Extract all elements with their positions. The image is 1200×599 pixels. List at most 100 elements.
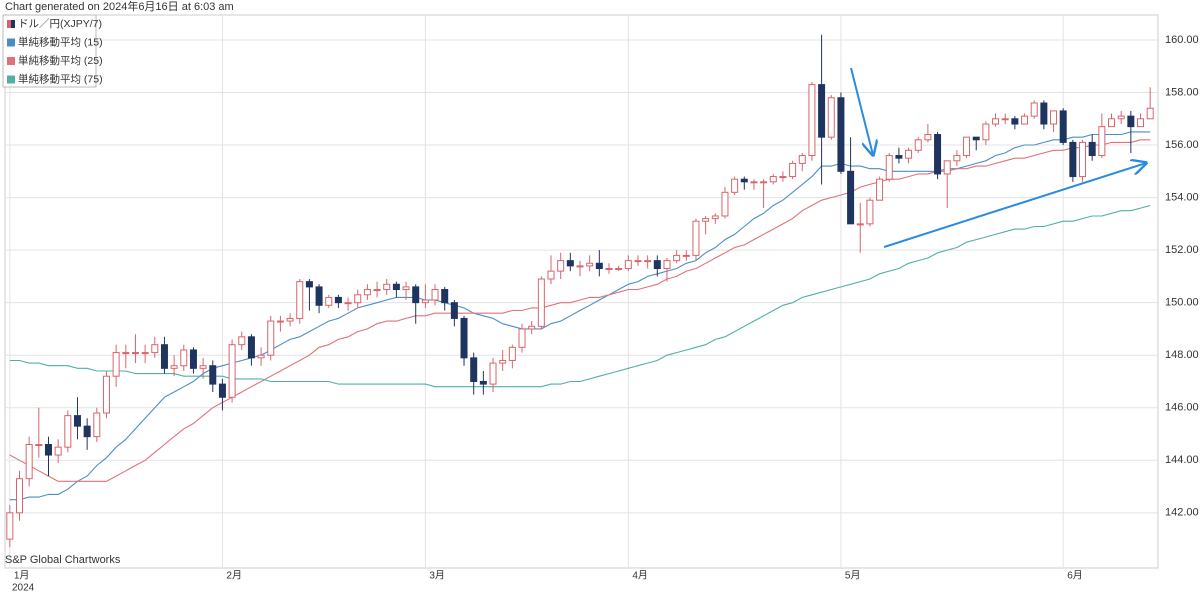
candle-body xyxy=(412,286,420,304)
candle-body xyxy=(731,178,739,193)
x-tick-label: 2月 xyxy=(226,570,242,582)
candle-body xyxy=(818,84,826,138)
candle-body xyxy=(905,149,913,159)
plot-frame xyxy=(4,14,1159,569)
candle-body xyxy=(93,412,101,438)
candle-body xyxy=(876,178,884,201)
candle-body xyxy=(634,260,642,263)
y-tick-label: 158.00 xyxy=(1165,86,1199,98)
candle-body xyxy=(479,380,487,385)
candle-body xyxy=(1117,115,1125,120)
candle-body xyxy=(354,294,362,304)
candle-body xyxy=(1011,118,1019,125)
legend-label: 単純移動平均 (25) xyxy=(18,54,103,67)
candle-body xyxy=(566,260,574,267)
legend-swatch xyxy=(7,38,15,47)
candle-body xyxy=(895,155,903,159)
candle-body xyxy=(209,365,217,385)
candle-body xyxy=(238,336,246,346)
candle-body xyxy=(257,354,265,359)
candle-body xyxy=(170,365,178,369)
candle-body xyxy=(160,344,168,369)
legend-swatch xyxy=(7,75,15,84)
candle-body xyxy=(151,344,159,354)
annotation-arrow xyxy=(883,163,1146,248)
candle-body xyxy=(653,260,661,270)
candle-body xyxy=(218,383,226,398)
y-tick-label: 148.00 xyxy=(1165,349,1199,361)
candle-body xyxy=(1137,118,1145,128)
candle-body xyxy=(305,281,313,288)
candle-body xyxy=(1069,141,1077,178)
candle-body xyxy=(789,162,797,178)
candle-body xyxy=(1079,141,1087,178)
candle-body xyxy=(1040,102,1048,125)
candle-body xyxy=(624,260,632,270)
candle-body xyxy=(44,444,52,456)
candle-body xyxy=(760,181,768,184)
candle-body xyxy=(721,191,729,217)
candle-body xyxy=(315,286,323,306)
candle-body xyxy=(537,278,545,327)
candle-body xyxy=(199,365,207,369)
candle-body xyxy=(431,289,439,301)
moving-average-line xyxy=(9,204,1151,388)
candle-body xyxy=(499,359,507,364)
y-tick-label: 152.00 xyxy=(1165,244,1199,256)
candle-body xyxy=(885,155,893,180)
legend-label: ドル／円(XJPY/7) xyxy=(18,18,102,30)
candle-body xyxy=(344,302,352,305)
candle-body xyxy=(595,262,603,270)
y-tick-label: 144.00 xyxy=(1165,454,1199,466)
year-label: 2024 xyxy=(12,583,35,594)
candle-body xyxy=(528,325,536,330)
moving-average-line xyxy=(9,139,1151,482)
candle-body xyxy=(750,181,758,184)
candle-body xyxy=(943,160,951,175)
x-tick-label: 1月 xyxy=(14,570,30,582)
legend-label: 単純移動平均 (15) xyxy=(18,35,103,48)
candle-body xyxy=(35,444,43,447)
candle-body xyxy=(441,289,449,304)
candle-body xyxy=(1030,102,1038,117)
y-tick-label: 156.00 xyxy=(1165,139,1199,151)
y-tick-label: 154.00 xyxy=(1165,191,1199,203)
legend-swatch xyxy=(7,20,11,28)
candle-body xyxy=(740,178,748,183)
candle-body xyxy=(972,136,980,141)
candle-body xyxy=(122,352,130,355)
marks xyxy=(6,34,1154,547)
y-tick-label: 142.00 xyxy=(1165,507,1199,519)
x-tick-label: 5月 xyxy=(845,570,861,582)
candle-body xyxy=(963,136,971,157)
candle-body xyxy=(189,349,197,369)
candle-body xyxy=(508,346,516,361)
grid xyxy=(5,15,1158,568)
candle-body xyxy=(54,446,62,456)
candle-body xyxy=(83,425,91,438)
candle-body xyxy=(1088,141,1096,157)
legend-swatch xyxy=(7,57,15,65)
candle-body xyxy=(856,223,864,226)
candle-body xyxy=(102,375,110,414)
candle-body xyxy=(373,289,381,292)
candle-body xyxy=(1059,110,1067,143)
candle-body xyxy=(866,199,874,225)
candle-body xyxy=(673,254,681,262)
source-note: S&P Global Chartworks xyxy=(5,554,121,566)
candle-body xyxy=(1127,115,1135,128)
candle-body xyxy=(953,155,961,162)
y-tick-label: 160.00 xyxy=(1165,34,1199,46)
candle-body xyxy=(421,299,429,304)
candle-body xyxy=(1021,115,1029,125)
candle-body xyxy=(383,283,391,291)
candle-body xyxy=(112,352,120,377)
y-tick-label: 146.00 xyxy=(1165,402,1199,414)
candle-body xyxy=(1108,118,1116,128)
candle-body xyxy=(460,317,468,359)
candle-body xyxy=(576,265,584,268)
candle-body xyxy=(141,352,149,355)
candle-body xyxy=(682,254,690,257)
